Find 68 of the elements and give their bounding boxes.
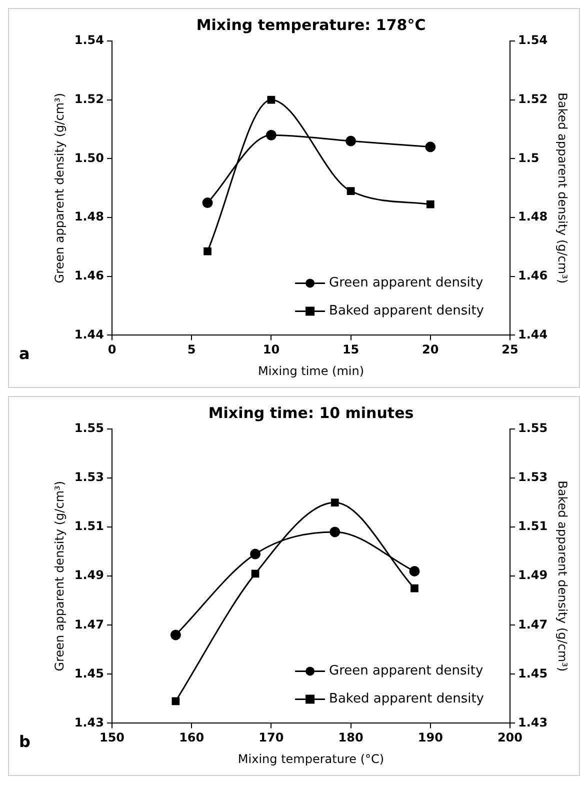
legend-label: Baked apparent density [329,304,484,319]
y2-tick-label: 1.44 [518,327,548,342]
y2-tick-label: 1.49 [518,568,548,582]
y-tick-label: 1.50 [74,150,104,165]
x-tick-label: 15 [342,342,360,357]
y-tick-label: 1.54 [74,33,104,48]
y-tick-label: 1.51 [74,519,104,534]
x-axis-title: Mixing time (min) [258,364,364,378]
y-tick-label: 1.49 [74,568,104,582]
y2-tick-label: 1.45 [518,666,548,680]
point [251,570,260,578]
y-tick-label: 1.53 [74,470,104,484]
point [250,548,261,560]
y-tick-label: 1.43 [74,715,104,730]
point [172,697,180,706]
y2-tick-label: 1.48 [518,210,548,224]
y2-tick-label: 1.53 [518,470,548,484]
y2-tick-label: 1.46 [518,268,548,282]
chart-title: Mixing time: 10 minutes [208,404,414,422]
point [170,630,181,640]
y-tick-label: 1.52 [74,92,104,106]
point [266,130,276,140]
point [330,498,339,506]
y-tick-label: 1.47 [74,617,104,632]
y2-tick-label: 1.47 [518,617,548,632]
y2-tick-label: 1.55 [518,421,548,436]
legend-label: Green apparent density [329,276,484,291]
y2-tick-label: 1.54 [518,33,548,48]
point [426,200,434,208]
y-tick-label: 1.48 [74,210,104,224]
point [267,96,276,104]
y2-tick-label: 1.43 [518,715,548,730]
chart-title: Mixing temperature: 178°C [196,16,426,34]
text: b [19,732,30,752]
x-tick-label: 20 [422,342,439,357]
point [410,584,418,592]
y2-axis-title: Baked apparent density (g/cm³) [556,92,570,284]
point [346,136,356,146]
x-tick-label: 200 [497,730,523,745]
x-tick-label: 0 [108,342,116,357]
point [202,198,213,208]
y-axis-title: Green apparent density (g/cm³) [52,92,66,284]
x-tick-label: 25 [502,342,518,357]
x-tick-label: 5 [187,342,196,357]
legend-label: Green apparent density [329,664,484,679]
legend-label: Baked apparent density [329,692,484,707]
x-tick-label: 150 [99,730,125,745]
x-tick-label: 190 [418,730,443,745]
x-axis-title: Mixing temperature (°C) [238,752,384,766]
x-tick-label: 10 [262,342,280,357]
y-tick-label: 1.55 [74,421,104,436]
text: a [19,344,30,364]
point [409,566,420,576]
point [346,187,355,195]
point [330,526,340,538]
y-tick-label: 1.44 [74,327,104,342]
y-tick-label: 1.46 [74,268,104,282]
point [204,247,212,256]
y2-tick-label: 1.51 [518,519,548,534]
y2-tick-label: 1.5 [518,150,540,165]
point [425,142,436,152]
x-tick-label: 160 [179,730,204,745]
y2-tick-label: 1.52 [518,92,548,106]
y-axis-title: Green apparent density (g/cm³) [52,480,66,672]
y-tick-label: 1.45 [74,666,104,680]
y2-axis-title: Baked apparent density (g/cm³) [556,480,570,672]
x-tick-label: 180 [338,730,364,745]
x-tick-label: 170 [258,730,284,745]
